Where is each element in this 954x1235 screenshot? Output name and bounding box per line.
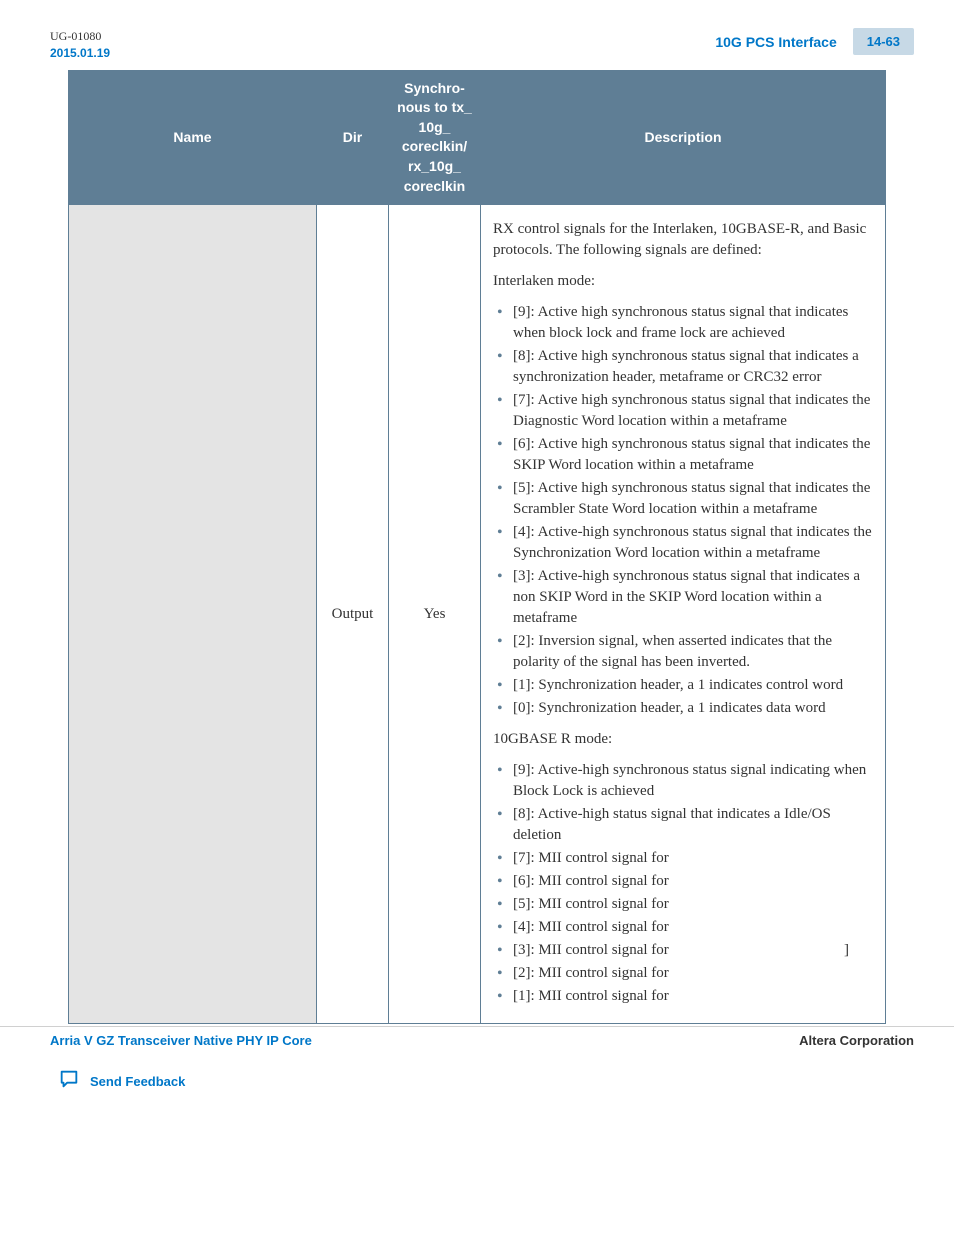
list-item: [9]: Active high synchronous status sign… bbox=[493, 302, 873, 344]
cell-sync: Yes bbox=[389, 205, 481, 1024]
list-item: [3]: Active-high synchronous status sign… bbox=[493, 566, 873, 629]
signals-table: Name Dir Synchro-nous to tx_10g_coreclki… bbox=[68, 70, 886, 1025]
cell-name-empty bbox=[69, 205, 317, 1024]
doc-date: 2015.01.19 bbox=[50, 45, 110, 62]
footer-company: Altera Corporation bbox=[799, 1033, 914, 1048]
feedback-label: Send Feedback bbox=[90, 1074, 185, 1089]
header-doc-meta: UG-01080 2015.01.19 bbox=[50, 28, 110, 62]
list-item: [4]: MII control signal for bbox=[493, 917, 873, 938]
list-item: [7]: Active high synchronous status sign… bbox=[493, 390, 873, 432]
list-item: [3]: MII control signal for] bbox=[493, 940, 873, 961]
section-title: 10G PCS Interface bbox=[715, 34, 852, 50]
list-item: [8]: Active-high status signal that indi… bbox=[493, 804, 873, 846]
list-item: [7]: MII control signal for bbox=[493, 848, 873, 869]
list-item: [5]: MII control signal for bbox=[493, 894, 873, 915]
table-header-row: Name Dir Synchro-nous to tx_10g_coreclki… bbox=[69, 70, 886, 205]
cell-description: RX control signals for the Interlaken, 1… bbox=[481, 205, 886, 1024]
table-container: Name Dir Synchro-nous to tx_10g_coreclki… bbox=[0, 70, 954, 1025]
desc-intro: RX control signals for the Interlaken, 1… bbox=[493, 219, 873, 261]
header-section: 10G PCS Interface 14-63 bbox=[715, 28, 914, 55]
list-item: [4]: Active-high synchronous status sign… bbox=[493, 522, 873, 564]
list-item: [5]: Active high synchronous status sign… bbox=[493, 478, 873, 520]
feedback-icon bbox=[58, 1068, 80, 1095]
send-feedback-link[interactable]: Send Feedback bbox=[0, 1048, 954, 1095]
list-item: [6]: Active high synchronous status sign… bbox=[493, 434, 873, 476]
th-dir: Dir bbox=[317, 70, 389, 205]
page-badge: 14-63 bbox=[853, 28, 914, 55]
page-footer: Arria V GZ Transceiver Native PHY IP Cor… bbox=[0, 1026, 954, 1048]
list-item: [6]: MII control signal for bbox=[493, 871, 873, 892]
th-sync: Synchro-nous to tx_10g_coreclkin/rx_10g_… bbox=[389, 70, 481, 205]
list-item: [2]: Inversion signal, when asserted ind… bbox=[493, 631, 873, 673]
list-item: [9]: Active-high synchronous status sign… bbox=[493, 760, 873, 802]
tenbase-bullet-list: [9]: Active-high synchronous status sign… bbox=[493, 760, 873, 1007]
table-row: Output Yes RX control signals for the In… bbox=[69, 205, 886, 1024]
list-item: [8]: Active high synchronous status sign… bbox=[493, 346, 873, 388]
page-header: UG-01080 2015.01.19 10G PCS Interface 14… bbox=[0, 0, 954, 70]
footer-product-name: Arria V GZ Transceiver Native PHY IP Cor… bbox=[50, 1033, 312, 1048]
list-item: [1]: Synchronization header, a 1 indicat… bbox=[493, 675, 873, 696]
cell-dir: Output bbox=[317, 205, 389, 1024]
doc-id: UG-01080 bbox=[50, 28, 110, 45]
list-item: [1]: MII control signal for bbox=[493, 986, 873, 1007]
th-desc: Description bbox=[481, 70, 886, 205]
interlaken-bullet-list: [9]: Active high synchronous status sign… bbox=[493, 302, 873, 719]
list-item: [2]: MII control signal for bbox=[493, 963, 873, 984]
stray-bracket: ] bbox=[844, 940, 849, 961]
interlaken-mode-label: Interlaken mode: bbox=[493, 271, 873, 292]
th-name: Name bbox=[69, 70, 317, 205]
list-item: [0]: Synchronization header, a 1 indicat… bbox=[493, 698, 873, 719]
tenbase-mode-label: 10GBASE R mode: bbox=[493, 729, 873, 750]
